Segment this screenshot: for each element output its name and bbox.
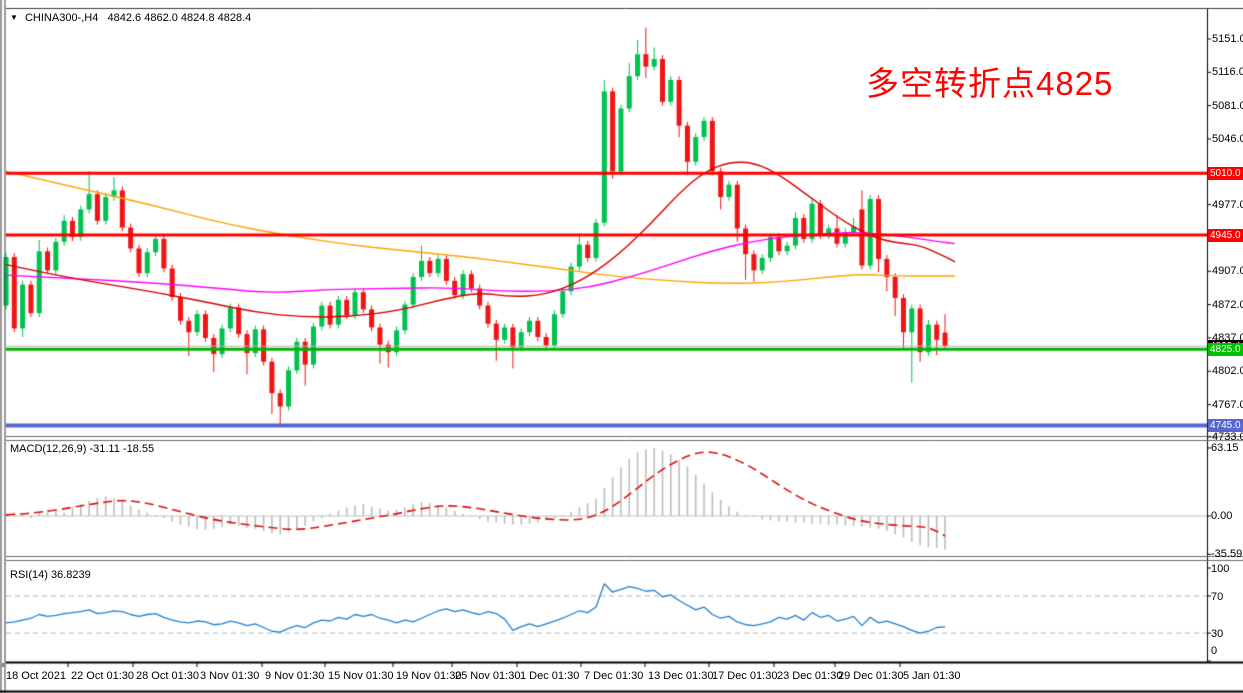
date-label: 19 Nov 01:30 bbox=[396, 670, 462, 682]
price-tick-label: 5046.0 bbox=[1212, 132, 1243, 145]
symbol-dropdown-icon[interactable]: ▼ bbox=[10, 13, 18, 22]
rsi-tick-label: 70 bbox=[1211, 590, 1224, 603]
chart-title: ▼ CHINA300-,H4 4842.6 4862.0 4824.8 4828… bbox=[10, 12, 251, 24]
date-label: 1 Dec 01:30 bbox=[520, 670, 580, 682]
price-tick-label: 4872.0 bbox=[1212, 298, 1243, 311]
price-tick-label: 5116.0 bbox=[1212, 66, 1243, 79]
price-level-badge-5010.0: 5010.0 bbox=[1208, 166, 1243, 180]
date-label: 17 Dec 01:30 bbox=[712, 670, 778, 682]
date-label: 18 Oct 2021 bbox=[6, 670, 66, 682]
symbol-period-label: CHINA300-,H4 bbox=[24, 12, 99, 24]
price-tick-label: 4767.0 bbox=[1212, 398, 1243, 411]
price-tick-label: 4733.0 bbox=[1212, 430, 1243, 443]
price-level-badge-4745.0: 4745.0 bbox=[1208, 419, 1243, 432]
price-level-badge-4825.0: 4825.0 bbox=[1208, 342, 1243, 356]
price-tick-label: 5151.0 bbox=[1212, 33, 1243, 45]
date-label: 23 Dec 01:30 bbox=[777, 670, 843, 682]
price-tick-label: 4802.0 bbox=[1212, 365, 1243, 378]
date-label: 9 Nov 01:30 bbox=[265, 670, 325, 682]
date-label: 5 Jan 01:30 bbox=[903, 670, 961, 682]
price-tick-label: 5081.0 bbox=[1212, 99, 1243, 112]
macd-indicator-label: MACD(12,26,9) -31.11 -18.55 bbox=[10, 443, 155, 455]
macd-tick-label: -35.59 bbox=[1211, 548, 1243, 561]
date-label: 13 Dec 01:30 bbox=[648, 670, 714, 682]
date-label: 25 Nov 01:30 bbox=[455, 670, 521, 682]
chart-text-annotation: 多空转折点4825 bbox=[866, 65, 1114, 102]
date-label: 3 Nov 01:30 bbox=[200, 670, 260, 682]
price-tick-label: 4977.0 bbox=[1212, 198, 1243, 211]
ohlc-values: 4842.6 4862.0 4824.8 4828.4 bbox=[107, 12, 252, 24]
rsi-indicator-label: RSI(14) 36.8239 bbox=[10, 569, 91, 581]
macd-tick-label: 63.15 bbox=[1211, 441, 1239, 454]
date-label: 7 Dec 01:30 bbox=[584, 670, 644, 682]
date-label: 28 Oct 01:30 bbox=[136, 670, 199, 682]
rsi-tick-label: 0 bbox=[1211, 645, 1218, 657]
price-tick-label: 4907.0 bbox=[1212, 265, 1243, 278]
rsi-tick-label: 100 bbox=[1211, 563, 1230, 575]
price-level-badge-4945.0: 4945.0 bbox=[1208, 228, 1243, 242]
date-label: 15 Nov 01:30 bbox=[328, 670, 394, 682]
macd-tick-label: 0.00 bbox=[1211, 510, 1233, 522]
date-label: 29 Dec 01:30 bbox=[838, 670, 904, 682]
rsi-tick-label: 30 bbox=[1211, 628, 1224, 641]
date-label: 22 Oct 01:30 bbox=[71, 670, 134, 682]
